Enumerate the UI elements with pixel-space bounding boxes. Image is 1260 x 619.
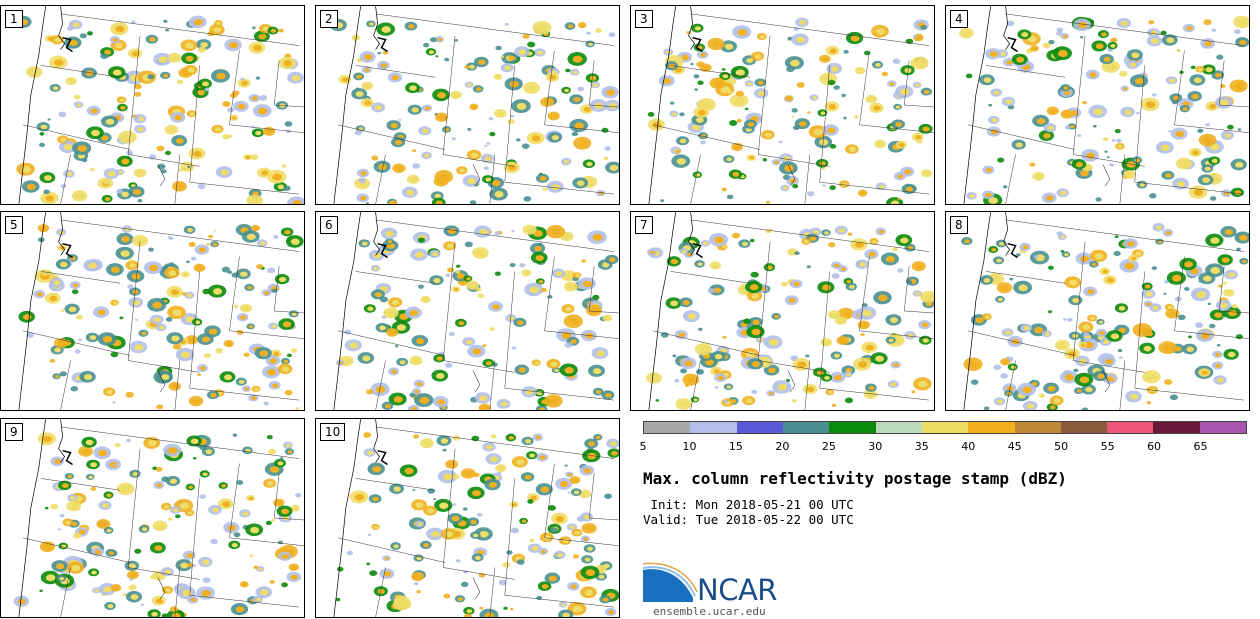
member-number: 3	[635, 10, 653, 28]
reflectivity-map	[14, 6, 304, 204]
reflectivity-map	[329, 6, 619, 204]
reflectivity-map	[961, 212, 1249, 410]
colorbar-tick: 10	[682, 440, 697, 453]
forecast-panel: 3	[630, 5, 935, 205]
colorbar-tick: 65	[1193, 440, 1208, 453]
forecast-panel: 7	[630, 211, 935, 411]
member-number: 6	[320, 216, 338, 234]
colorbar-tick: 30	[868, 440, 883, 453]
member-number: 5	[5, 216, 23, 234]
colorbar-tick: 15	[728, 440, 743, 453]
colorbar-tick: 5	[639, 440, 647, 453]
colorbar-tick: 60	[1147, 440, 1162, 453]
forecast-panel: 2	[315, 5, 620, 205]
colorbar-tick: 45	[1007, 440, 1022, 453]
reflectivity-map	[959, 6, 1249, 204]
member-number: 10	[320, 423, 346, 441]
colorbar-swatch	[690, 422, 737, 433]
forecast-panel: 9	[0, 418, 305, 618]
reflectivity-map	[647, 6, 934, 204]
colorbar-tick: 40	[961, 440, 976, 453]
reflectivity-map	[333, 419, 619, 617]
colorbar-swatch	[1014, 422, 1061, 433]
ncar-url: ensemble.ucar.edu	[653, 605, 766, 618]
member-number: 7	[635, 216, 653, 234]
member-number: 9	[5, 423, 23, 441]
forecast-panel: 8	[945, 211, 1250, 411]
forecast-panel: 4	[945, 5, 1250, 205]
valid-time: Valid: Tue 2018-05-22 00 UTC	[643, 512, 854, 527]
colorbar-tick: 55	[1100, 440, 1115, 453]
member-number: 2	[320, 10, 338, 28]
colorbar-swatch	[829, 422, 876, 433]
colorbar-tick: 35	[914, 440, 929, 453]
figure-title: Max. column reflectivity postage stamp (…	[643, 469, 1067, 488]
member-number: 1	[5, 10, 23, 28]
colorbar-swatch	[782, 422, 830, 433]
colorbar-tick-labels: 5 10 15 20 25 30 35 40 45 50 55 60 65	[639, 440, 1247, 454]
reflectivity-map	[18, 212, 304, 410]
colorbar-tick: 20	[775, 440, 790, 453]
colorbar-tick: 25	[821, 440, 836, 453]
colorbar-swatch	[736, 422, 783, 433]
reflectivity-map	[13, 419, 304, 617]
forecast-panel: 1	[0, 5, 305, 205]
forecast-panel: 10	[315, 418, 620, 618]
reflectivity-colorbar	[643, 421, 1247, 434]
member-number: 8	[950, 216, 968, 234]
forecast-panel: 6	[315, 211, 620, 411]
init-time: Init: Mon 2018-05-21 00 UTC	[643, 497, 854, 512]
colorbar-swatch	[1199, 422, 1247, 433]
colorbar-swatch	[875, 422, 922, 433]
ncar-logo-text: NCAR	[697, 573, 777, 607]
forecast-panel: 5	[0, 211, 305, 411]
colorbar-swatch	[1107, 422, 1154, 433]
colorbar-swatch	[968, 422, 1015, 433]
colorbar-swatch	[1153, 422, 1200, 433]
colorbar-swatch	[921, 422, 969, 433]
ncar-logo-icon	[643, 562, 698, 602]
colorbar-swatch	[644, 422, 691, 433]
member-number: 4	[950, 10, 968, 28]
colorbar-tick: 50	[1054, 440, 1069, 453]
reflectivity-map	[646, 212, 934, 410]
reflectivity-map	[333, 212, 619, 410]
colorbar-swatch	[1060, 422, 1108, 433]
